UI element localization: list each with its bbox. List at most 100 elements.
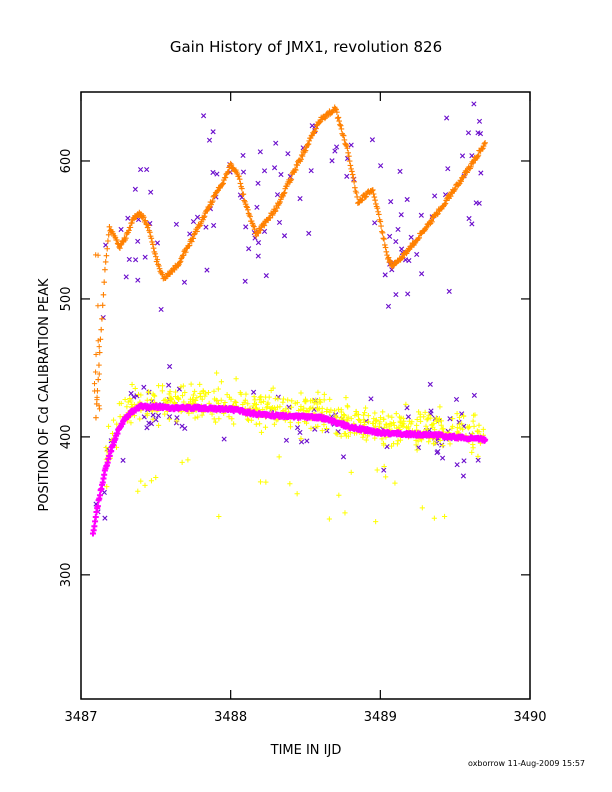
orange-mark xyxy=(104,245,110,252)
yellow-mark xyxy=(303,398,309,404)
yellow-mark xyxy=(447,441,453,447)
purple-mark xyxy=(144,425,150,431)
yellow-mark xyxy=(252,397,258,403)
purple-mark xyxy=(123,274,129,280)
yellow-mark xyxy=(321,391,327,397)
orange-mark xyxy=(470,160,476,166)
purple-mark xyxy=(261,168,268,174)
orange-mark xyxy=(154,256,161,263)
yellow-mark xyxy=(226,394,233,400)
yellow-mark xyxy=(294,491,300,497)
purple-mark xyxy=(408,234,414,240)
yellow-mark xyxy=(283,406,289,412)
yellow-mark xyxy=(146,389,152,395)
orange-mark xyxy=(435,210,441,217)
yellow-mark xyxy=(216,416,222,422)
purple-mark xyxy=(469,221,475,227)
yellow-mark xyxy=(475,428,481,435)
yellow-mark xyxy=(315,389,321,395)
yellow-mark xyxy=(424,426,430,432)
yellow-mark xyxy=(181,399,187,405)
orange-mark xyxy=(458,178,464,185)
orange-mark xyxy=(292,167,299,173)
purple-mark xyxy=(257,149,263,155)
orange-mark xyxy=(375,208,381,215)
yellow-mark xyxy=(215,386,221,392)
yellow-mark xyxy=(185,457,191,463)
yellow-mark xyxy=(383,474,389,480)
yellow-mark xyxy=(425,416,431,422)
yellow-mark xyxy=(268,405,274,412)
yellow-mark xyxy=(469,449,475,456)
orange-mark xyxy=(347,162,354,169)
yellow-mark xyxy=(381,416,387,422)
orange-mark xyxy=(191,231,197,238)
purple-mark xyxy=(381,467,387,473)
axis-ticks: 3487 3488 3489 3490 300 400 500 600 xyxy=(59,92,547,725)
yellow-mark xyxy=(105,423,112,429)
yellow-mark xyxy=(331,408,338,414)
x-tick-label: 3490 xyxy=(513,710,546,725)
orange-mark xyxy=(156,265,163,272)
purple-mark xyxy=(206,137,213,143)
chart-title: Gain History of JMX1, revolution 826 xyxy=(170,38,442,56)
yellow-mark xyxy=(361,409,368,416)
yellow-mark xyxy=(386,424,392,430)
yellow-mark xyxy=(135,488,141,494)
yellow-mark xyxy=(319,428,325,434)
orange-mark xyxy=(377,218,384,225)
purple-mark xyxy=(445,166,451,172)
orange-mark xyxy=(332,106,339,112)
y-axis-label: POSITION OF Cd CALIBRATION PEAK xyxy=(37,278,52,511)
yellow-mark xyxy=(150,416,156,422)
yellow-mark xyxy=(418,418,424,424)
orange-mark xyxy=(463,168,470,175)
yellow-mark xyxy=(224,392,230,398)
yellow-mark xyxy=(365,413,371,419)
orange-mark xyxy=(379,230,386,236)
orange-mark xyxy=(302,147,309,154)
yellow-mark xyxy=(391,422,397,429)
orange-mark xyxy=(335,114,342,121)
yellow-mark xyxy=(209,411,215,417)
purple-mark xyxy=(274,192,281,198)
orange-mark xyxy=(99,315,105,322)
purple-mark xyxy=(210,129,216,135)
yellow-mark xyxy=(174,418,180,424)
yellow-mark xyxy=(257,396,263,403)
yellow-mark xyxy=(465,425,472,431)
yellow-mark xyxy=(118,400,124,407)
orange-mark xyxy=(142,217,149,224)
orange-mark xyxy=(441,201,448,207)
yellow-mark xyxy=(199,412,205,418)
yellow-mark xyxy=(360,434,366,440)
yellow-mark xyxy=(137,416,143,422)
yellow-mark xyxy=(226,414,232,420)
orange-mark xyxy=(212,192,218,199)
yellow-mark xyxy=(423,423,429,429)
yellow-mark xyxy=(237,390,243,396)
magenta-series xyxy=(89,402,489,537)
yellow-mark xyxy=(231,421,237,427)
yellow-mark xyxy=(377,414,384,421)
yellow-mark xyxy=(387,420,393,427)
orange-mark xyxy=(102,266,108,273)
yellow-mark xyxy=(211,396,218,402)
purple-mark xyxy=(475,130,481,136)
orange-mark xyxy=(222,174,229,181)
orange-mark xyxy=(416,235,423,241)
purple-mark xyxy=(378,163,384,169)
orange-mark xyxy=(240,191,247,198)
yellow-mark xyxy=(150,391,156,397)
yellow-mark xyxy=(372,435,378,441)
orange-mark xyxy=(129,220,135,226)
yellow-mark xyxy=(192,388,198,394)
orange-mark xyxy=(101,279,107,286)
yellow-mark xyxy=(127,395,133,402)
yellow-mark xyxy=(379,436,385,442)
orange-mark xyxy=(305,141,312,147)
yellow-mark xyxy=(327,409,333,415)
orange-mark xyxy=(92,369,99,375)
yellow-mark xyxy=(180,383,186,389)
orange-mark xyxy=(247,213,253,220)
